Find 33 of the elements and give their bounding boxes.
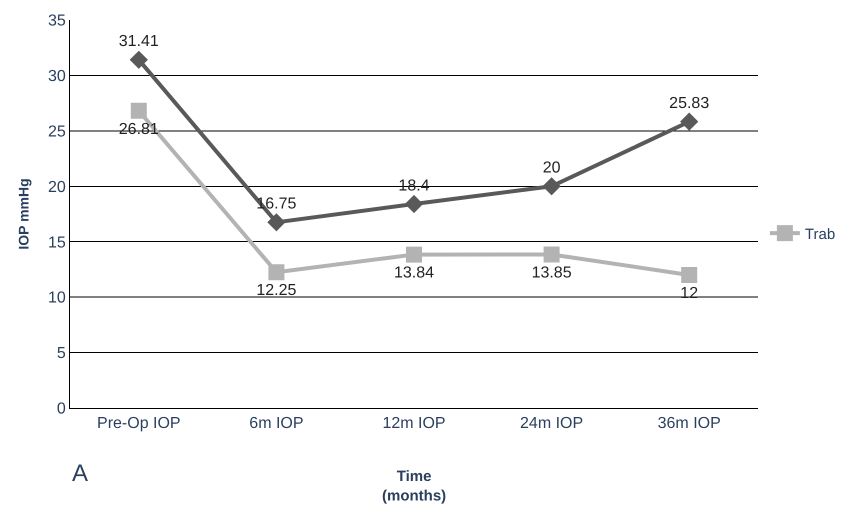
point (267, 213, 286, 232)
point (680, 112, 698, 131)
y-tick-label: 30 (48, 68, 66, 86)
x-axis-title: Time (months) (382, 468, 446, 504)
x-tick-label: 12m IOP (382, 415, 446, 432)
point (130, 102, 147, 119)
point (542, 177, 561, 196)
y-tick-label: 25 (48, 123, 66, 140)
data-label: 13.84 (394, 264, 434, 282)
point (681, 266, 698, 283)
y-tick-label: 5 (56, 345, 66, 362)
y-axis-title: IOP mmHg (16, 178, 32, 250)
point (406, 246, 422, 263)
data-label: 12.25 (256, 282, 297, 300)
y-tick-label: 20 (48, 178, 66, 196)
point (268, 264, 284, 280)
point (404, 194, 424, 214)
legend-label: Trab (804, 226, 836, 243)
text: A (72, 460, 88, 487)
point (544, 246, 560, 262)
y-tick-label: 10 (48, 290, 66, 307)
point (130, 50, 148, 69)
y-tick-label: 35 (48, 12, 66, 30)
x-tick-label: 6m IOP (249, 415, 304, 432)
data-label: 13.85 (532, 264, 572, 282)
y-tick-label: 0 (56, 400, 66, 418)
x-tick-label: 24m IOP (520, 415, 584, 432)
x-tick-label: Pre-Op IOP (97, 415, 181, 432)
x-tick-label: 36m IOP (658, 415, 721, 432)
data-label: 31.41 (118, 33, 159, 50)
y-tick-label: 15 (48, 234, 66, 252)
data-label: 25.83 (669, 94, 710, 112)
data-label: 20 (542, 160, 561, 177)
